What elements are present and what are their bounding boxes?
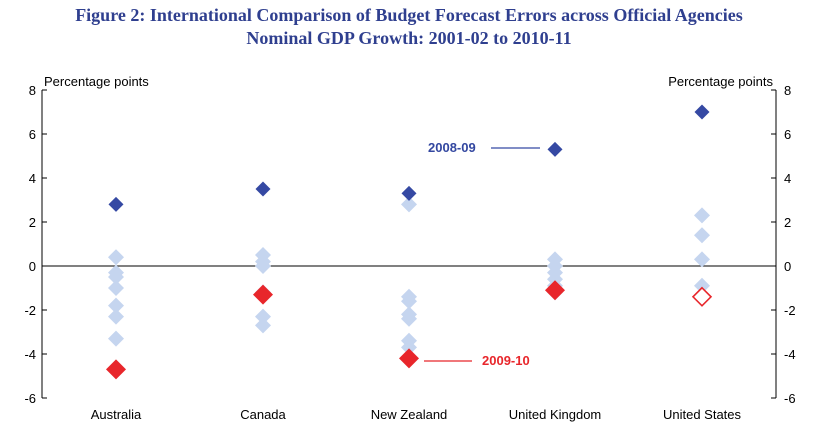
y-tick-label-left: 0 [29, 259, 36, 274]
point-other-year [108, 249, 124, 266]
point-2008-09 [401, 185, 417, 201]
annotation-2009-10: 2009-10 [482, 353, 530, 368]
y-tick-label-right: 4 [784, 171, 791, 186]
x-category-label: New Zealand [371, 407, 448, 422]
y-tick-label-right: -2 [784, 303, 796, 318]
point-other-year [255, 308, 271, 325]
y-tick-label-left: 8 [29, 83, 36, 98]
point-other-year [401, 310, 417, 327]
chart-title-line-2: Nominal GDP Growth: 2001-02 to 2010-11 [246, 28, 572, 48]
point-other-year [108, 280, 124, 296]
y-tick-label-left: 4 [29, 171, 36, 186]
point-2008-09 [694, 104, 710, 120]
x-category-label: Australia [91, 407, 142, 422]
point-other-year [401, 196, 417, 213]
point-2009-10-open [691, 286, 713, 307]
point-other-year [108, 308, 124, 325]
point-other-year [694, 277, 710, 294]
y-tick-label-left: 6 [29, 127, 36, 142]
axes: 8 8 6 6 4 4 2 2 0 0 -2 -2 -4 -4 -6 -6 Australia Canada New… [24, 83, 795, 422]
point-other-year [108, 297, 124, 314]
point-other-year [108, 269, 124, 285]
chart-title-line-1: Figure 2: International Comparison of Bu… [75, 5, 743, 25]
y-tick-label-right: -4 [784, 347, 796, 362]
annotation-2008-09: 2008-09 [428, 140, 476, 155]
y-tick-label-left: -4 [24, 347, 36, 362]
y-tick-label-left: 2 [29, 215, 36, 230]
x-category-label: United States [663, 407, 742, 422]
point-2009-10 [399, 348, 419, 369]
y-tick-label-right: 6 [784, 127, 791, 142]
y-axis-label-left: Percentage points [44, 74, 149, 89]
y-tick-label-left: -6 [24, 391, 36, 406]
point-other-year [694, 251, 710, 268]
point-other-year [255, 317, 271, 334]
y-tick-label-left: -2 [24, 303, 36, 318]
x-category-label: Canada [240, 407, 286, 422]
y-tick-label-right: -6 [784, 391, 796, 406]
y-tick-label-right: 0 [784, 259, 791, 274]
point-2009-10 [106, 359, 126, 380]
point-2008-09 [108, 196, 124, 212]
point-2009-10 [545, 280, 565, 301]
marks [106, 104, 713, 380]
point-other-year [401, 293, 417, 310]
point-other-year [694, 207, 710, 224]
y-axis-label-right: Percentage points [668, 74, 773, 89]
point-2008-09 [547, 141, 563, 157]
point-other-year [694, 227, 710, 244]
point-2008-09 [255, 181, 271, 197]
y-tick-label-right: 8 [784, 83, 791, 98]
y-tick-label-right: 2 [784, 215, 791, 230]
point-2009-10 [253, 284, 273, 305]
point-other-year [401, 339, 417, 356]
point-other-year [108, 330, 124, 347]
x-category-label: United Kingdom [509, 407, 602, 422]
point-other-year [255, 258, 271, 274]
